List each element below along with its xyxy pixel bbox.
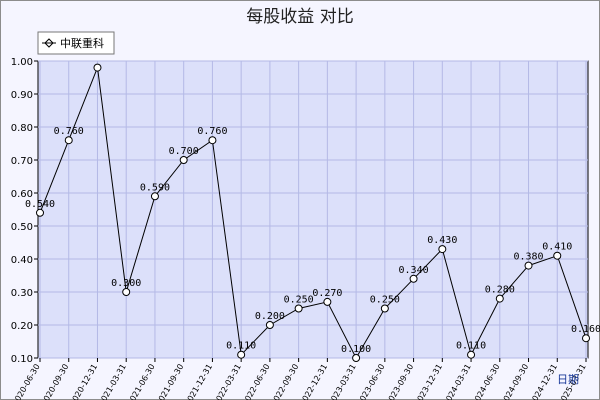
x-tick-label: 2021-09-30: [154, 363, 185, 400]
y-tick-label: 0.60: [11, 189, 33, 200]
data-point: [409, 274, 418, 283]
data-point: [36, 208, 44, 217]
data-label: 0.340: [399, 265, 429, 276]
x-tick-label: 2024-06-30: [470, 362, 501, 400]
data-point: [150, 192, 159, 201]
data-point: [64, 136, 73, 145]
data-label: 0.430: [427, 235, 457, 246]
x-tick-label: 2022-09-30: [269, 363, 300, 400]
data-label: 0.700: [169, 146, 199, 157]
legend-box: [37, 31, 115, 55]
x-tick-label: 2024-12-31: [528, 363, 559, 400]
data-label: 0.250: [284, 295, 314, 306]
x-tick-label: 2024-09-30: [499, 363, 530, 400]
data-point: [352, 354, 361, 362]
x-tick-label: 2022-03-31: [212, 363, 243, 400]
data-label: 0.110: [456, 341, 486, 352]
data-label: 0.160: [571, 324, 600, 335]
x-axis-label: 日期: [557, 373, 579, 386]
plot-area: [37, 60, 589, 359]
x-tick-label: 2021-03-31: [97, 363, 128, 400]
data-point: [467, 350, 476, 359]
data-point: [495, 294, 504, 303]
data-label: 0.410: [542, 242, 572, 253]
data-label: 0.280: [485, 285, 515, 296]
y-tick-label: 0.50: [11, 222, 33, 233]
x-tick-label: 2023-12-31: [413, 363, 444, 400]
chart-title: 每股收益 对比: [246, 7, 353, 27]
legend-marker-icon: [44, 38, 54, 48]
x-tick-label: 2020-12-31: [68, 363, 99, 400]
series-line: [39, 67, 587, 360]
x-tick-label: 2022-06-30: [241, 363, 272, 400]
data-point: [122, 288, 131, 296]
data-label: 0.590: [140, 182, 170, 193]
grid-lines: [38, 60, 588, 359]
legend-entry: 中联重科: [60, 36, 104, 50]
data-label: 0.380: [513, 252, 543, 263]
y-tick-label: 0.10: [11, 354, 33, 365]
data-point: [524, 261, 533, 270]
y-axis-ticks: 0.10 0.20 0.30 0.40 0.50 0.60 0.70 0.80 0.90 1.00: [11, 57, 38, 365]
x-tick-label: 2024-03-31: [442, 362, 473, 400]
data-label: 0.760: [197, 126, 227, 137]
data-point: [237, 350, 246, 359]
y-tick-label: 0.40: [11, 255, 33, 266]
data-point: [323, 297, 332, 306]
data-label: 0.200: [255, 311, 285, 322]
y-tick-label: 0.70: [11, 156, 33, 167]
data-point: [93, 63, 102, 72]
data-point: [438, 245, 447, 254]
data-label: 0.100: [341, 344, 371, 355]
x-tick-label: 2022-12-31: [298, 363, 329, 400]
x-tick-label: 2023-03-31: [327, 363, 358, 400]
data-labels: 0.540 0.760 0.300 0.590 0.700 0.760 0.110 0.200…: [25, 126, 600, 355]
data-label: 0.110: [226, 341, 256, 352]
x-tick-label: 2021-12-31: [183, 363, 214, 400]
x-tick-label: 2023-06-30: [356, 363, 387, 400]
x-tick-label: 2021-06-30: [126, 363, 157, 400]
y-tick-label: 0.80: [11, 123, 33, 134]
data-label: 0.300: [111, 278, 141, 289]
data-label: 0.270: [312, 288, 342, 299]
data-label: 0.540: [25, 199, 55, 210]
x-tick-label: 2020-06-30: [11, 363, 42, 400]
data-point: [380, 304, 389, 313]
data-label: 0.760: [54, 126, 84, 137]
data-label: 0.250: [370, 295, 400, 306]
y-tick-label: 0.30: [11, 288, 33, 299]
x-tick-label: 2023-09-30: [384, 363, 415, 400]
data-point: [208, 136, 217, 145]
legend: 中联重科: [37, 31, 115, 55]
y-tick-label: 1.00: [11, 57, 33, 68]
data-points: [36, 63, 590, 362]
x-axis-ticks: 2020-06-302020-09-302020-12-312021-03-31…: [11, 358, 588, 400]
data-point: [294, 304, 303, 313]
x-tick-label: 2020-09-30: [39, 363, 70, 400]
data-point: [553, 251, 562, 260]
y-tick-label: 0.90: [11, 90, 33, 101]
data-point: [582, 334, 590, 343]
y-tick-label: 0.20: [11, 321, 33, 332]
data-point: [179, 156, 188, 164]
data-point: [265, 321, 274, 329]
